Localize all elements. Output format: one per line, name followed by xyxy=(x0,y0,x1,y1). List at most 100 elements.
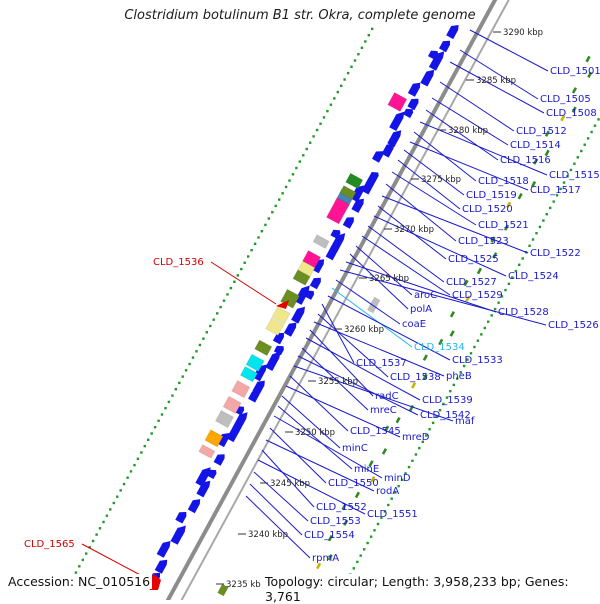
gene-arrow xyxy=(387,130,402,148)
gc-dot-outer xyxy=(445,396,449,399)
gene-arrow xyxy=(156,541,171,558)
gc-dash xyxy=(544,130,550,137)
gc-dot-inner xyxy=(233,280,236,283)
gc-dash xyxy=(422,354,428,361)
gc-dot-outer xyxy=(511,276,514,279)
gc-dot-outer xyxy=(380,516,383,519)
gc-dot-inner xyxy=(253,242,257,245)
gc-dash xyxy=(530,180,537,188)
gc-dash xyxy=(571,106,577,113)
gc-dot-outer xyxy=(435,415,438,418)
leader-mine xyxy=(277,405,353,470)
gene-label-cld_1519: CLD_1519 xyxy=(466,190,517,201)
gene-label-cld_1522: CLD_1522 xyxy=(530,248,581,259)
gc-dot-outer xyxy=(555,194,559,197)
gc-dash xyxy=(506,201,512,209)
outer-feature xyxy=(217,584,229,597)
gc-dot-inner xyxy=(240,267,243,271)
gc-dot-inner xyxy=(167,400,171,404)
gene-arrow xyxy=(407,82,421,97)
gc-dash xyxy=(587,71,593,79)
outer-feature xyxy=(369,296,381,309)
gc-dot-inner xyxy=(95,533,98,536)
gene-arrow xyxy=(206,469,217,479)
gc-dot-inner xyxy=(109,508,112,511)
gene-label-cld_1523: CLD_1523 xyxy=(458,236,509,247)
gc-dot-inner xyxy=(91,539,95,543)
tick-label: 3235 kbp xyxy=(226,580,266,590)
feature-block xyxy=(265,317,285,337)
gc-dot-inner xyxy=(226,293,229,296)
tick-label: 3285 kbp xyxy=(476,76,516,86)
leader-cld_1539 xyxy=(305,337,421,401)
kbp-ticks: 3290 kbp 3285 kbp 3280 kbp 3275 kbp 3270 kbp… xyxy=(216,28,543,590)
gene-arrow xyxy=(154,559,168,574)
gene-label-cld_1553: CLD_1553 xyxy=(310,516,361,527)
gene-label-cld_1524: CLD_1524 xyxy=(508,271,559,282)
leader-cld_1515 xyxy=(419,121,548,176)
feature-block xyxy=(339,184,357,200)
gene-arrow xyxy=(216,433,230,448)
gc-dot-outer xyxy=(366,541,369,545)
gene-arrow xyxy=(195,467,211,487)
gc-dot-inner xyxy=(336,90,339,94)
gc-dot-inner xyxy=(367,34,370,37)
gene-arrow xyxy=(309,277,321,290)
gc-dot-outer xyxy=(545,213,548,216)
gc-dot-inner xyxy=(309,141,312,144)
gc-dot-outer xyxy=(449,390,452,393)
gc-dot-outer xyxy=(490,314,493,317)
gene-label-cld_1554: CLD_1554 xyxy=(304,530,355,541)
gene-label-cld_1525: CLD_1525 xyxy=(448,254,499,265)
gc-dot-outer xyxy=(566,175,569,178)
feature-block xyxy=(292,269,311,286)
gene-arrow xyxy=(187,499,201,514)
leader-cld_1516 xyxy=(425,109,499,161)
accession-text: Accession: NC_010516 xyxy=(8,574,153,589)
gc-dot-outer xyxy=(507,282,511,285)
gc-dot-inner xyxy=(271,211,274,214)
leader-cld_1524 xyxy=(373,215,507,277)
gene-label-cld_1565: CLD_1565 xyxy=(24,539,75,550)
gene-track xyxy=(149,25,459,585)
gc-dot-outer xyxy=(397,484,400,488)
gc-dot-inner xyxy=(319,122,322,125)
gc-dot-inner xyxy=(216,312,219,315)
gc-dot-inner xyxy=(360,46,364,49)
gc-dot-outer xyxy=(476,339,480,342)
tick-label: 3265 kbp xyxy=(369,274,409,284)
gc-dot-outer xyxy=(497,301,500,304)
gc-dot-outer xyxy=(473,345,476,349)
leader-cld_1536 xyxy=(210,261,277,305)
gc-dot-inner xyxy=(81,558,84,562)
gc-dash xyxy=(438,338,444,346)
feature-block xyxy=(231,379,251,399)
gene-label-minc: minC xyxy=(342,443,368,454)
gc-dot-inner xyxy=(116,495,119,498)
leader-roda xyxy=(265,439,375,492)
gene-arrow xyxy=(350,185,365,203)
gc-dot-outer xyxy=(480,333,483,336)
gc-dot-inner xyxy=(212,318,215,321)
gc-dot-inner xyxy=(250,249,253,252)
gc-dot-inner xyxy=(343,78,346,81)
gc-dot-inner xyxy=(295,166,298,170)
gc-dot-inner xyxy=(181,375,184,378)
gene-arrow xyxy=(428,51,445,71)
leader-cld_1529 xyxy=(361,235,451,296)
gc-dot-outer xyxy=(521,257,524,260)
leader-cld_1537 xyxy=(321,303,355,364)
gc-dot-outer xyxy=(562,181,566,184)
leader-cld_1525 xyxy=(377,205,447,260)
gc-dot-outer xyxy=(356,560,359,564)
gene-label-mrec: mreC xyxy=(370,405,397,416)
gene-arrow xyxy=(174,527,185,537)
gc-dot-inner xyxy=(350,65,353,68)
gene-label-roda: rodA xyxy=(376,486,399,497)
gc-dot-inner xyxy=(278,198,281,201)
gene-arrow xyxy=(265,351,281,371)
gc-dash xyxy=(492,252,498,259)
feature-block xyxy=(239,365,259,383)
gene-label-maf: maf xyxy=(455,416,475,427)
gc-dot-inner xyxy=(191,356,195,359)
